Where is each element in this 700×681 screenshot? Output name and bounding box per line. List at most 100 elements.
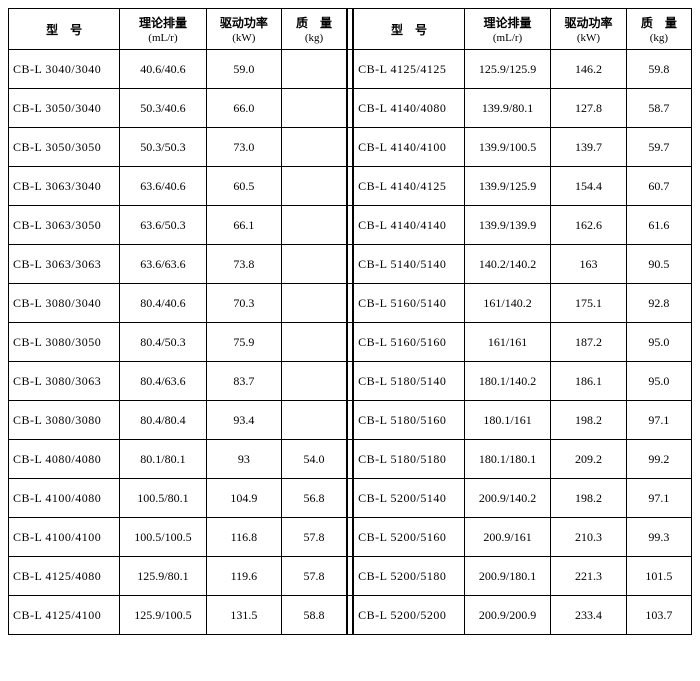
cell-disp: 100.5/80.1 [120,479,206,518]
table-row: CB-L 4100/4080100.5/80.1104.956.8CB-L 52… [9,479,692,518]
cell-disp: 63.6/50.3 [120,206,206,245]
col-disp-label: 理论排量 [139,16,187,30]
cell-disp: 139.9/125.9 [464,167,550,206]
cell-power: 221.3 [551,557,627,596]
cell-mass [282,89,347,128]
cell-model: CB-L 4140/4080 [353,89,464,128]
cell-disp: 80.4/63.6 [120,362,206,401]
cell-power: 233.4 [551,596,627,635]
cell-disp: 80.1/80.1 [120,440,206,479]
col-model-label: 型 号 [391,23,427,37]
cell-model: CB-L 5180/5180 [353,440,464,479]
cell-model: CB-L 4125/4080 [9,557,120,596]
cell-model: CB-L 5180/5160 [353,401,464,440]
col-power-right: 驱动功率 (kW) [551,9,627,50]
cell-model: CB-L 3063/3050 [9,206,120,245]
col-model-left: 型 号 [9,9,120,50]
col-power-unit: (kW) [553,32,624,44]
table-row: CB-L 4125/4080125.9/80.1119.657.8CB-L 52… [9,557,692,596]
cell-power: 187.2 [551,323,627,362]
cell-mass [282,206,347,245]
cell-model: CB-L 3080/3080 [9,401,120,440]
col-model-label: 型 号 [46,23,82,37]
cell-disp: 63.6/40.6 [120,167,206,206]
table-row: CB-L 3080/304080.4/40.670.3 CB-L 5160/514… [9,284,692,323]
cell-model: CB-L 5200/5140 [353,479,464,518]
cell-model: CB-L 4140/4125 [353,167,464,206]
cell-disp: 200.9/180.1 [464,557,550,596]
table-row: CB-L 4080/408080.1/80.19354.0CB-L 5180/5… [9,440,692,479]
cell-model: CB-L 3080/3063 [9,362,120,401]
cell-mass: 97.1 [626,401,691,440]
cell-power: 146.2 [551,50,627,89]
table-row: CB-L 3063/304063.6/40.660.5CB-L 4140/412… [9,167,692,206]
cell-mass: 101.5 [626,557,691,596]
cell-disp: 50.3/50.3 [120,128,206,167]
cell-power: 198.2 [551,479,627,518]
cell-mass: 54.0 [282,440,347,479]
cell-disp: 80.4/50.3 [120,323,206,362]
cell-disp: 125.9/80.1 [120,557,206,596]
col-disp-right: 理论排量 (mL/r) [464,9,550,50]
cell-mass: 92.8 [626,284,691,323]
cell-disp: 63.6/63.6 [120,245,206,284]
spec-table: 型 号 理论排量 (mL/r) 驱动功率 (kW) 质 量 (kg) 型 号 理… [8,8,692,635]
cell-mass [282,245,347,284]
col-mass-left: 质 量 (kg) [282,9,347,50]
cell-model: CB-L 4100/4080 [9,479,120,518]
table-row: CB-L 3063/305063.6/50.366.1CB-L 4140/414… [9,206,692,245]
cell-mass: 103.7 [626,596,691,635]
cell-power: 73.8 [206,245,282,284]
table-row: CB-L 3063/306363.6/63.673.8CB-L 5140/514… [9,245,692,284]
table-row: CB-L 3080/305080.4/50.375.9CB-L 5160/516… [9,323,692,362]
cell-disp: 139.9/139.9 [464,206,550,245]
cell-model: CB-L 5200/5200 [353,596,464,635]
cell-power: 116.8 [206,518,282,557]
cell-mass: 60.7 [626,167,691,206]
table-row: CB-L 4100/4100100.5/100.5116.857.8CB-L 5… [9,518,692,557]
cell-model: CB-L 3040/3040 [9,50,120,89]
cell-power: 83.7 [206,362,282,401]
cell-power: 162.6 [551,206,627,245]
cell-model: CB-L 3080/3040 [9,284,120,323]
cell-mass: 95.0 [626,323,691,362]
cell-mass: 99.3 [626,518,691,557]
col-power-unit: (kW) [209,32,280,44]
cell-mass: 59.7 [626,128,691,167]
cell-model: CB-L 5160/5160 [353,323,464,362]
cell-disp: 80.4/40.6 [120,284,206,323]
table-row: CB-L 3040/304040.6/40.659.0CB-L 4125/412… [9,50,692,89]
col-mass-unit: (kg) [629,32,689,44]
cell-mass [282,167,347,206]
cell-model: CB-L 5140/5140 [353,245,464,284]
cell-power: 127.8 [551,89,627,128]
cell-mass [282,362,347,401]
table-row: CB-L 3080/306380.4/63.683.7CB-L 5180/514… [9,362,692,401]
cell-mass: 58.7 [626,89,691,128]
cell-mass: 97.1 [626,479,691,518]
cell-mass [282,50,347,89]
cell-mass: 57.8 [282,518,347,557]
cell-power: 119.6 [206,557,282,596]
table-body: CB-L 3040/304040.6/40.659.0CB-L 4125/412… [9,50,692,635]
cell-power: 60.5 [206,167,282,206]
cell-model: CB-L 5160/5140 [353,284,464,323]
cell-power: 209.2 [551,440,627,479]
cell-disp: 50.3/40.6 [120,89,206,128]
cell-power: 210.3 [551,518,627,557]
cell-mass: 56.8 [282,479,347,518]
cell-disp: 125.9/100.5 [120,596,206,635]
cell-disp: 200.9/140.2 [464,479,550,518]
cell-disp: 140.2/140.2 [464,245,550,284]
cell-power: 198.2 [551,401,627,440]
cell-model: CB-L 3050/3040 [9,89,120,128]
cell-disp: 100.5/100.5 [120,518,206,557]
cell-power: 93 [206,440,282,479]
cell-disp: 180.1/140.2 [464,362,550,401]
cell-model: CB-L 4140/4100 [353,128,464,167]
cell-disp: 180.1/161 [464,401,550,440]
cell-mass [282,128,347,167]
table-row: CB-L 3050/304050.3/40.666.0CB-L 4140/408… [9,89,692,128]
cell-power: 70.3 [206,284,282,323]
cell-disp: 161/140.2 [464,284,550,323]
